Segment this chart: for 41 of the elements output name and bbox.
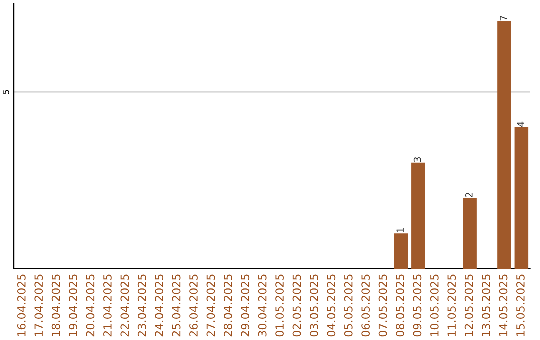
x-tick-label: 17.04.2025 <box>34 274 44 336</box>
x-tick-label: 08.05.2025 <box>396 274 404 337</box>
x-tick-label: 12.05.2025 <box>464 274 474 336</box>
bar <box>498 21 512 269</box>
bar <box>412 162 426 269</box>
x-tick-label: 02.05.2025 <box>292 274 302 337</box>
x-tick-label: 01.05.2025 <box>276 274 284 337</box>
x-tick-label: 24.04.2025 <box>155 274 164 337</box>
x-tick-label: 23.04.2025 <box>138 274 146 337</box>
x-tick-label: 06.05.2025 <box>362 274 370 337</box>
x-tick-label: 16.04.2025 <box>17 274 26 336</box>
x-tick-label: 25.04.2025 <box>172 274 181 337</box>
x-tick-label: 05.05.2025 <box>344 274 353 337</box>
data-label: 4 <box>517 122 524 128</box>
x-tick-label: 30.04.2025 <box>258 274 267 337</box>
x-tick-label: 20.04.2025 <box>86 274 95 337</box>
bar <box>514 128 529 269</box>
x-tick-label: 04.05.2025 <box>327 274 336 337</box>
x-tick-label: 27.04.2025 <box>206 274 216 337</box>
x-tick-label: 10.05.2025 <box>430 274 439 336</box>
x-tick-label: 11.05.2025 <box>448 274 456 336</box>
data-label: 7 <box>500 16 508 21</box>
x-tick-label: 21.04.2025 <box>104 274 112 337</box>
x-tick-label: 03.05.2025 <box>310 274 318 337</box>
ref-line-label: 5 <box>3 90 10 94</box>
x-tick-label: 19.04.2025 <box>69 274 78 336</box>
x-tick-label: 26.04.2025 <box>190 274 198 337</box>
bar <box>463 198 477 269</box>
x-tick-label: 13.05.2025 <box>482 274 490 336</box>
x-tick-label: 28.04.2025 <box>224 274 232 337</box>
x-tick-label: 22.04.2025 <box>120 274 130 337</box>
data-label: 3 <box>414 157 422 162</box>
x-tick-label: 29.04.2025 <box>241 274 250 337</box>
data-label: 2 <box>466 193 473 198</box>
x-tick-label: 07.05.2025 <box>378 274 388 337</box>
data-label: 1 <box>396 228 404 233</box>
x-tick-label: 09.05.2025 <box>413 274 422 337</box>
x-tick-label: 15.05.2025 <box>516 274 525 336</box>
x-tick-label: 18.04.2025 <box>52 274 60 336</box>
bar <box>394 234 408 269</box>
x-tick-label: 14.05.2025 <box>499 274 508 336</box>
